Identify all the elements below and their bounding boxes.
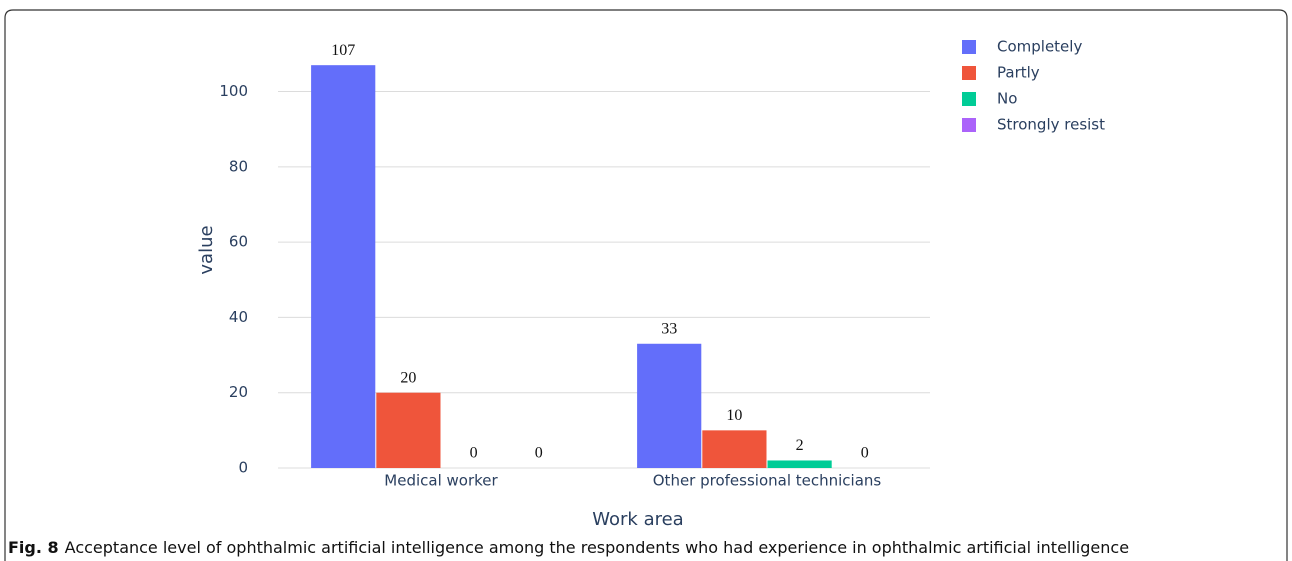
bar xyxy=(376,392,441,468)
y-tick-label: 0 xyxy=(238,459,248,477)
legend-label: Partly xyxy=(997,64,1040,82)
y-tick-label: 80 xyxy=(229,157,248,175)
frame xyxy=(4,9,1288,561)
caption-label: Fig. 8 xyxy=(8,538,59,557)
value-label: 0 xyxy=(470,445,478,462)
value-label: 20 xyxy=(400,369,416,386)
legend-label: Strongly resist xyxy=(997,116,1105,134)
legend-label: Completely xyxy=(997,38,1082,56)
value-label: 0 xyxy=(535,445,543,462)
y-tick-label: 40 xyxy=(229,308,248,326)
legend-swatch xyxy=(962,92,976,106)
value-label: 0 xyxy=(861,445,869,462)
y-tick-label: 20 xyxy=(229,383,248,401)
bar xyxy=(311,65,376,469)
value-label: 10 xyxy=(726,407,742,424)
y-tick-label: 100 xyxy=(219,82,248,100)
y-axis-title: value xyxy=(196,225,217,274)
legend-swatch xyxy=(962,118,976,132)
legend-swatch xyxy=(962,66,976,80)
bar xyxy=(637,343,702,468)
legend-label: No xyxy=(997,90,1017,108)
bar xyxy=(767,460,832,468)
value-label: 2 xyxy=(796,437,804,454)
bar xyxy=(702,430,767,468)
x-axis-title: Work area xyxy=(592,509,683,530)
x-tick-label: Other professional technicians xyxy=(653,472,882,490)
legend-swatch xyxy=(962,40,976,54)
value-label: 107 xyxy=(331,42,355,59)
value-label: 33 xyxy=(661,320,677,337)
x-tick-label: Medical worker xyxy=(384,472,498,490)
y-tick-label: 60 xyxy=(229,233,248,251)
caption: Fig. 8 Acceptance level of ophthalmic art… xyxy=(8,538,1129,557)
caption-text: Acceptance level of ophthalmic artificia… xyxy=(65,538,1129,557)
